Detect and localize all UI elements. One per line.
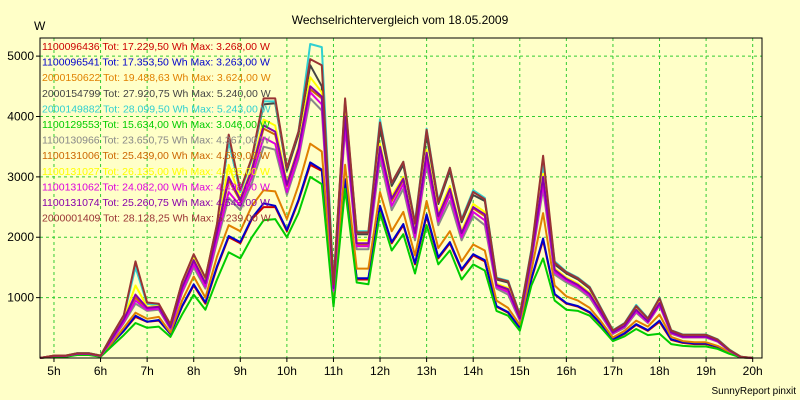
credit-text: SunnyReport pinxit [712,386,797,397]
legend: 1100096436 Tot: 17.229,50 Wh Max: 3.268,… [42,41,271,225]
legend-entry-1100096436: 1100096436 Tot: 17.229,50 Wh Max: 3.268,… [42,41,270,53]
x-tick-label: 14h [463,364,483,378]
x-tick-label: 9h [234,364,247,378]
series-line-2000150622 [39,142,753,359]
legend-entry-2000149882: 2000149882 Tot: 28.099,50 Wh Max: 5.243,… [42,103,271,115]
x-tick-label: 11h [324,364,343,378]
plot-frame [39,37,763,359]
y-tick-label: 2000 [7,230,34,244]
y-tick-label: 1000 [7,291,34,305]
x-tick-label: 17h [603,364,623,378]
series-lines [39,43,753,359]
legend-entry-1100131062: 1100131062 Tot: 24.082,00 Wh Max: 4.498,… [42,181,270,193]
x-tick-label: 7h [140,364,153,378]
legend-entry-1100130966: 1100130966 Tot: 23.650,75 Wh Max: 4.367,… [42,135,270,147]
x-tick-label: 15h [510,364,530,378]
legend-entry-1100131027: 1100131027 Tot: 26.135,00 Wh Max: 4.685,… [42,166,270,178]
series-line-1100131074 [39,85,753,359]
y-tick-label: 5000 [7,49,34,63]
chart-title: Wechselrichtervergleich vom 18.05.2009 [292,13,509,27]
x-axis-ticks: 5h 6h 7h 8h 9h 10h 11h 12h 13h 14h 15h 16h 17h 18h 19h… [47,358,763,378]
series-line-1100129553 [39,175,753,359]
legend-entry-1100131006: 1100131006 Tot: 25.439,00 Wh Max: 4.539,… [42,150,270,162]
x-tick-label: 12h [370,364,390,378]
series-line-1100096541 [39,161,753,359]
legend-entry-2000001409: 2000001409 Tot: 28.128,25 Wh Max: 5.239,… [42,213,271,225]
x-tick-label: 18h [650,364,670,378]
x-tick-label: 16h [556,364,576,378]
y-tick-label: 3000 [7,170,34,184]
x-tick-label: 10h [277,364,297,378]
y-axis-ticks: 1000 2000 3000 4000 5000 [7,49,40,305]
legend-entry-2000150622: 2000150622 Tot: 19.488,63 Wh Max: 3.624,… [42,72,271,84]
x-tick-label: 8h [187,364,200,378]
x-tick-label: 13h [417,364,437,378]
legend-entry-1100096541: 1100096541 Tot: 17.353,50 Wh Max: 3.263,… [42,57,270,69]
series-line-2000001409 [39,58,753,359]
x-tick-label: 20h [743,364,763,378]
legend-entry-1100131074: 1100131074 Tot: 25.260,75 Wh Max: 4.543,… [42,197,270,209]
y-axis-label: W [34,19,46,33]
x-tick-label: 6h [94,364,107,378]
x-tick-label: 5h [47,364,60,378]
y-tick-label: 4000 [7,109,34,123]
legend-entry-1100129553: 1100129553 Tot: 15.634,00 Wh Max: 3.046,… [42,119,270,131]
legend-entry-2000154799: 2000154799 Tot: 27.920,75 Wh Max: 5.240,… [42,88,271,100]
x-tick-label: 19h [696,364,716,378]
